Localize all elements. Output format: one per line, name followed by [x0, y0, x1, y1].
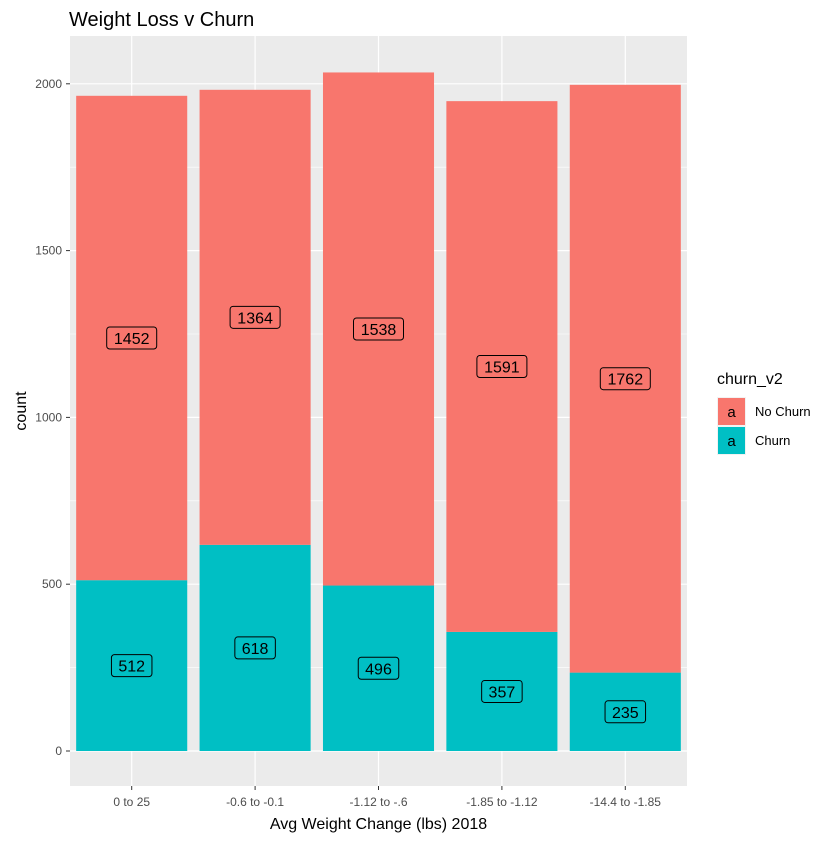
data-label-text: 1364	[237, 310, 273, 327]
bars	[76, 72, 681, 751]
legend-key-glyph: a	[727, 433, 736, 450]
y-tick-label: 2000	[35, 77, 62, 91]
x-tick-label: -0.6 to -0.1	[226, 795, 284, 809]
data-label: 512	[110, 654, 153, 678]
data-label-box	[234, 636, 276, 660]
data-label-box	[357, 656, 400, 680]
y-tick-label: 500	[42, 577, 62, 591]
chart-title: Weight Loss v Churn	[69, 9, 254, 31]
legend-item: a No Churn	[717, 397, 811, 426]
data-label-box	[476, 355, 528, 379]
data-label-text: 357	[489, 684, 516, 701]
x-tick-label: -14.4 to -1.85	[590, 795, 662, 809]
data-labels: 512 1452 618 1364 496 1538 357 1591 235 1762	[106, 305, 651, 724]
data-label-text: 512	[118, 659, 145, 676]
data-label-box	[229, 305, 281, 329]
legend-key-swatch	[718, 427, 745, 454]
x-axis-title: Avg Weight Change (lbs) 2018	[270, 816, 487, 833]
legend: churn_v2 a No Churn a Churn	[717, 371, 811, 455]
x-axis: 0 to 25 -0.6 to -0.1 -1.12 to -.6 -1.85 to …	[113, 786, 661, 809]
y-axis: 0 500 1000 1500 2000	[35, 77, 70, 758]
data-label-text: 235	[612, 705, 639, 722]
legend-key-glyph: a	[727, 404, 736, 421]
x-tick-label: -1.12 to -.6	[349, 795, 407, 809]
x-tick-label: -1.85 to -1.12	[466, 795, 538, 809]
y-tick-label: 1500	[35, 244, 62, 258]
data-label-box	[110, 654, 153, 678]
data-label-box	[604, 700, 647, 724]
data-label: 496	[357, 656, 400, 680]
y-tick-label: 0	[55, 744, 62, 758]
data-label: 1538	[353, 317, 404, 341]
data-label: 357	[481, 679, 523, 703]
data-label-text: 618	[242, 641, 269, 658]
x-tick-label: 0 to 25	[113, 795, 150, 809]
legend-item: a Churn	[717, 426, 790, 455]
data-label-text: 496	[365, 661, 392, 678]
data-label: 235	[604, 700, 647, 724]
data-label-box	[106, 326, 158, 350]
legend-entry-label: No Churn	[755, 404, 811, 419]
data-label: 618	[234, 636, 276, 660]
data-label-text: 1452	[114, 331, 150, 348]
legend-title: churn_v2	[717, 371, 783, 388]
data-label: 1452	[106, 326, 158, 350]
y-tick-label: 1000	[35, 410, 62, 424]
data-label-text: 1762	[608, 372, 644, 389]
data-label: 1762	[599, 367, 651, 391]
data-label-box	[353, 317, 404, 341]
data-label-box	[481, 679, 523, 703]
data-label: 1591	[476, 355, 528, 379]
data-label-box	[599, 367, 651, 391]
y-axis-title: count	[13, 391, 30, 431]
legend-key-swatch	[718, 398, 745, 425]
data-label: 1364	[229, 305, 281, 329]
data-label-text: 1538	[361, 322, 397, 339]
legend-entry-label: Churn	[755, 433, 790, 448]
data-label-text: 1591	[484, 360, 520, 377]
